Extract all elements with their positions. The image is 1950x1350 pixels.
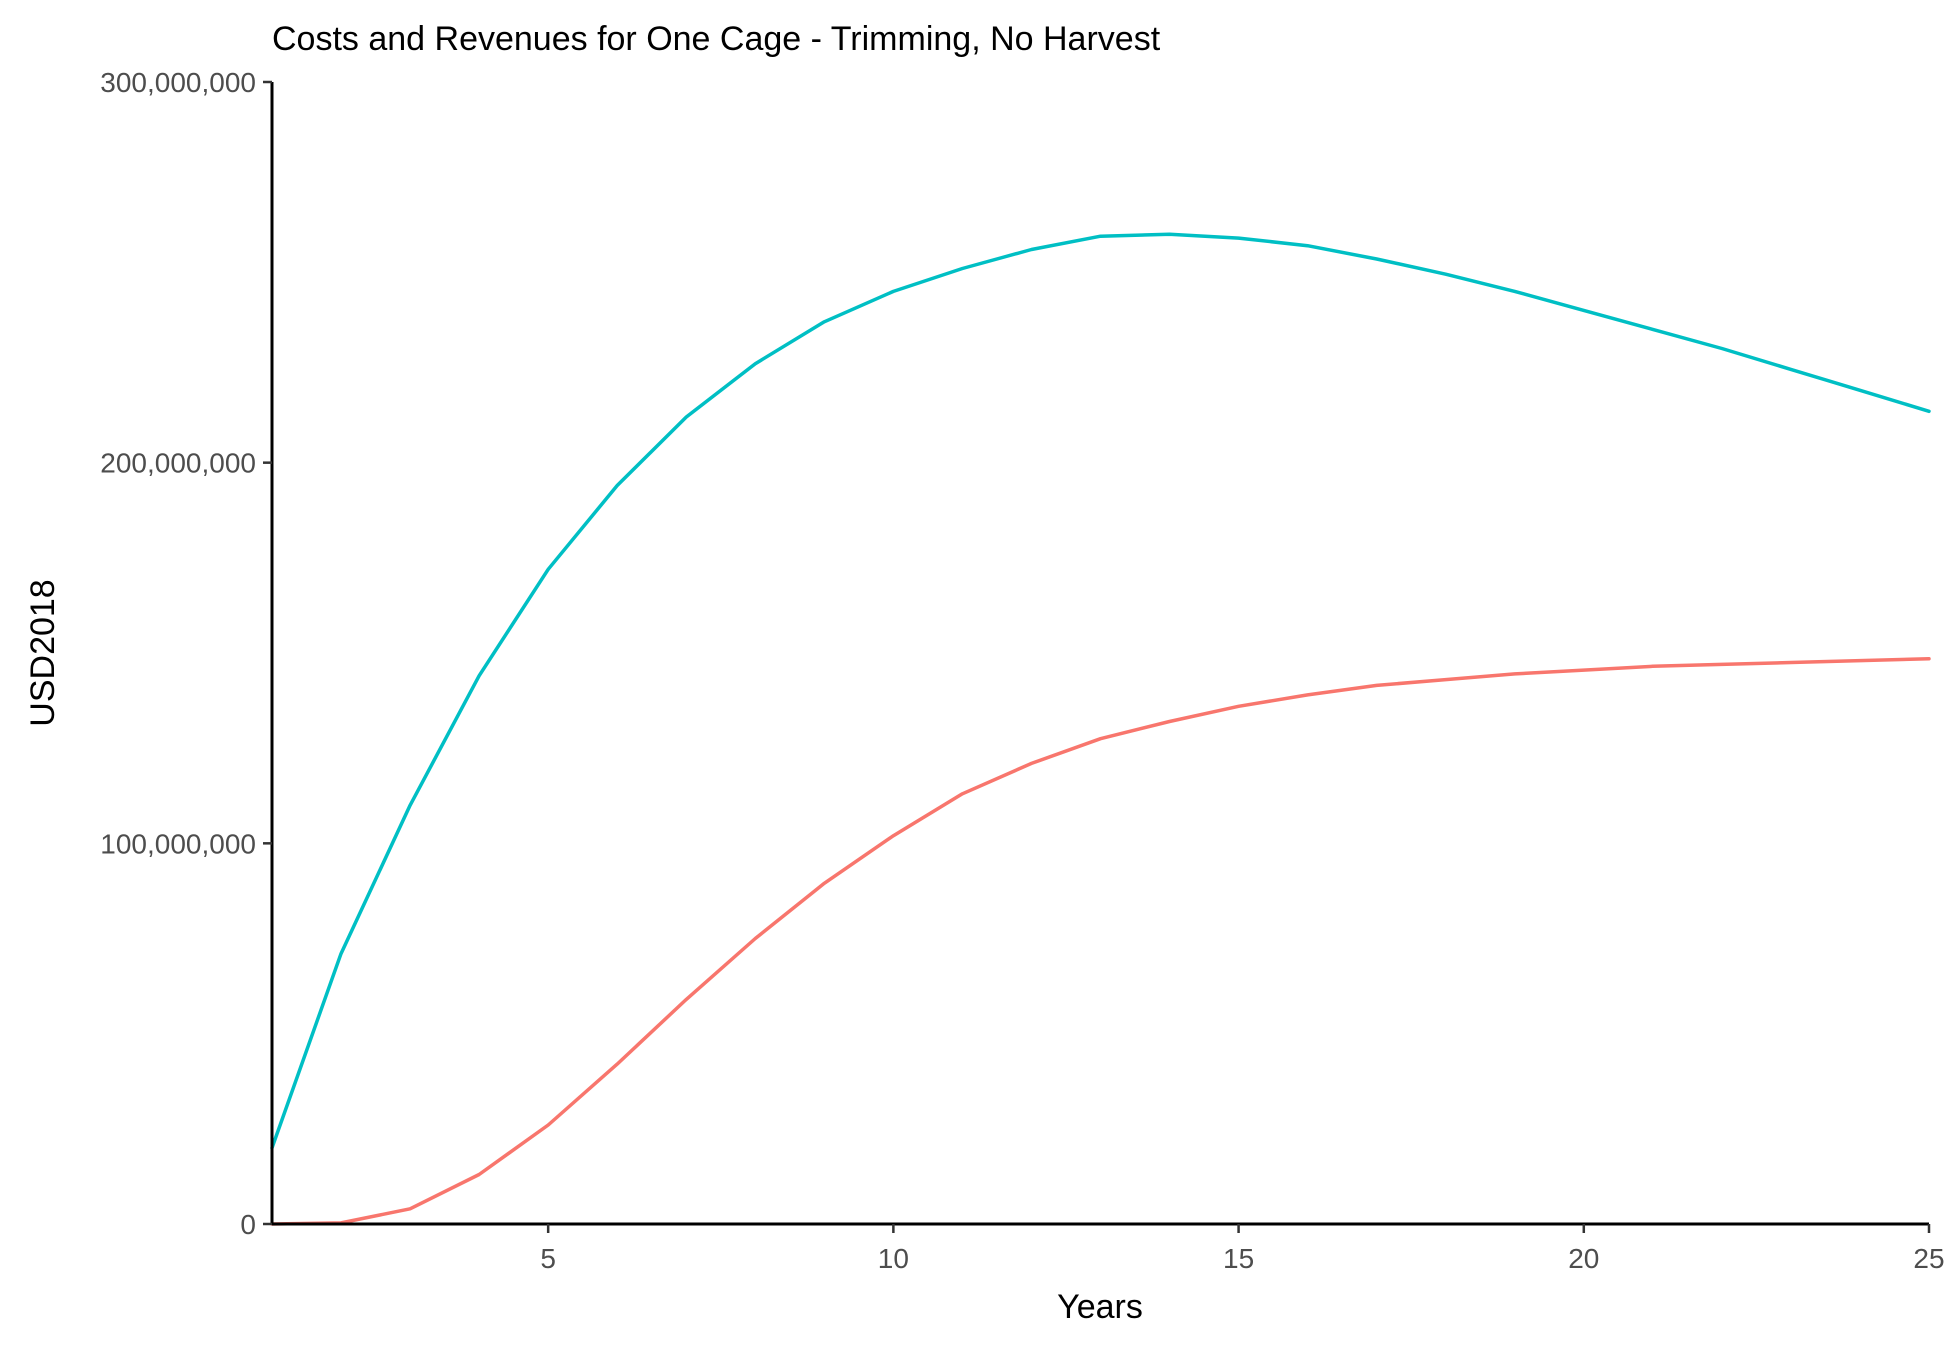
x-tick-label: 15 (1223, 1243, 1254, 1274)
y-axis-title: USD2018 (24, 579, 62, 726)
x-tick-label: 5 (540, 1243, 556, 1274)
chart-title: Costs and Revenues for One Cage - Trimmi… (272, 20, 1161, 58)
y-tick-label: 100,000,000 (100, 828, 256, 859)
series-layer (270, 232, 1931, 1226)
y-tick-label: 300,000,000 (100, 67, 256, 98)
x-tick-label: 20 (1568, 1243, 1599, 1274)
x-axis-title: Years (1057, 1288, 1143, 1326)
x-tick-label: 10 (878, 1243, 909, 1274)
series-line-1 (270, 232, 1931, 1150)
y-axis-ticks: 0 100,000,000 200,000,000 300,000,000 (100, 67, 272, 1240)
x-axis-ticks: 5 10 15 20 25 (540, 1224, 1945, 1274)
series-line-2 (270, 656, 1931, 1226)
y-tick-label: 0 (240, 1209, 256, 1240)
y-tick-label: 200,000,000 (100, 448, 256, 479)
x-tick-label: 25 (1913, 1243, 1944, 1274)
